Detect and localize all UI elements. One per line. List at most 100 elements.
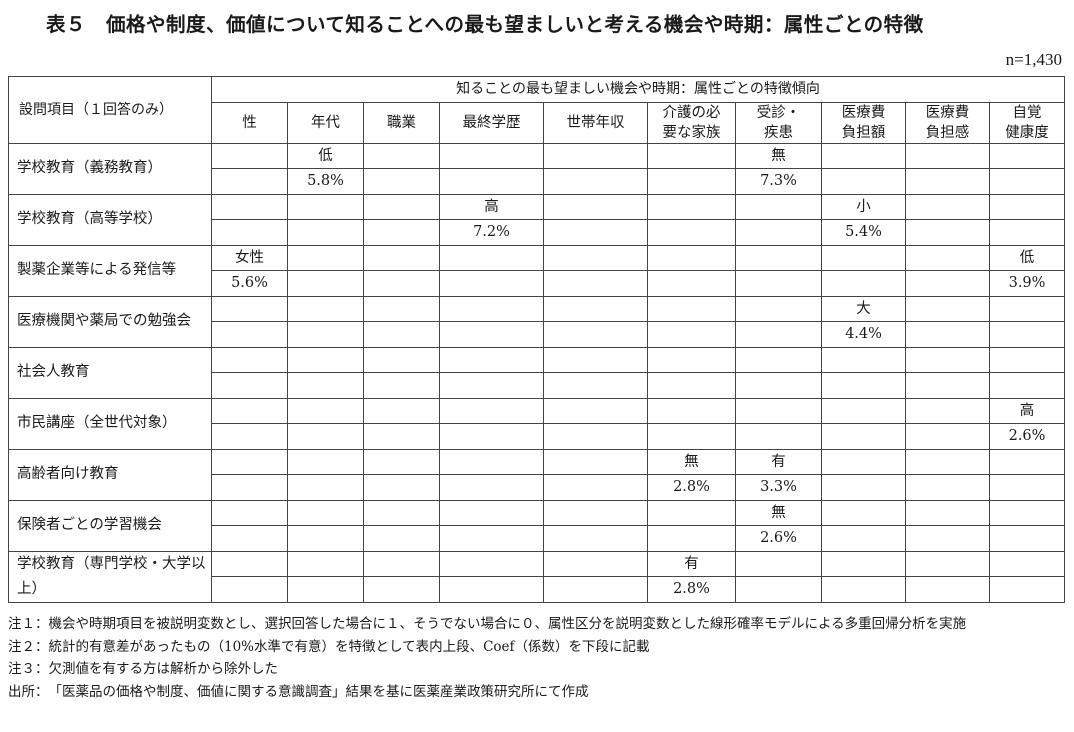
feature-cell xyxy=(821,448,906,475)
coef-cell xyxy=(439,525,544,552)
coef-cell xyxy=(821,372,906,399)
coef-cell xyxy=(287,270,364,297)
feature-cell xyxy=(988,142,1066,169)
feature-cell xyxy=(821,397,906,424)
coef-cell xyxy=(905,372,990,399)
coef-cell xyxy=(287,474,364,501)
feature-cell xyxy=(735,295,822,322)
feature-cell xyxy=(821,499,906,526)
feature-cell xyxy=(905,448,990,475)
feature-cell xyxy=(543,550,648,577)
feature-cell xyxy=(211,142,288,169)
feature-cell xyxy=(543,346,648,373)
feature-cell xyxy=(287,193,364,220)
column-header-line: 最終学歴 xyxy=(462,114,521,131)
table-row-bottom: 2.6% xyxy=(9,525,1066,552)
feature-cell xyxy=(287,448,364,475)
feature-cell xyxy=(439,499,544,526)
table-body: 学校教育（義務教育）低無 5.8% 7.3% 学校教育（高等学校）高小 7.2% 5.4%… xyxy=(8,142,1066,603)
item-label: 保険者ごとの学習機会 xyxy=(8,499,212,552)
feature-cell xyxy=(439,244,544,271)
note-label: 出所： xyxy=(8,683,49,700)
table-row-top: 社会人教育 xyxy=(8,346,1066,399)
feature-cell xyxy=(363,550,440,577)
feature-cell xyxy=(363,499,440,526)
column-header: 最終学歴 xyxy=(439,101,544,144)
feature-cell xyxy=(821,550,906,577)
coef-cell xyxy=(821,270,906,297)
feature-cell xyxy=(821,142,906,169)
note: 注３： 欠測値を有する方は解析から除外した xyxy=(8,658,1068,681)
coef-cell xyxy=(287,423,364,450)
coef-cell xyxy=(363,525,440,552)
feature-cell xyxy=(905,346,990,373)
table-row-top: 医療機関や薬局での勉強会 大 xyxy=(8,295,1066,348)
feature-cell xyxy=(287,550,364,577)
coef-cell xyxy=(363,168,440,195)
feature-cell: 無 xyxy=(735,142,822,169)
coef-cell xyxy=(988,525,1066,552)
coef-cell xyxy=(543,474,648,501)
coef-cell xyxy=(647,423,736,450)
note-text: 機会や時期項目を被説明変数とし、選択回答した場合に１、そうでない場合に０、属性区… xyxy=(48,616,967,632)
table-caption: 知ることの最も望ましい機会や時期：属性ごとの特徴傾向 xyxy=(210,76,1066,103)
feature-cell xyxy=(287,244,364,271)
coef-cell xyxy=(211,423,288,450)
column-header: 職業 xyxy=(363,101,440,144)
coef-cell: 5.6% xyxy=(211,270,288,297)
coef-cell xyxy=(363,321,440,348)
coef-cell xyxy=(211,219,288,246)
table-row-bottom: 2.8% 3.3% xyxy=(9,474,1066,501)
feature-cell xyxy=(905,244,990,271)
feature-cell xyxy=(363,448,440,475)
coef-cell xyxy=(439,270,544,297)
coef-cell xyxy=(439,474,544,501)
note-label: 注２： xyxy=(8,638,49,655)
feature-cell xyxy=(821,346,906,373)
feature-cell xyxy=(363,142,440,169)
feature-cell xyxy=(363,244,440,271)
coef-cell xyxy=(287,576,364,603)
feature-cell xyxy=(439,295,544,322)
table-title: 表５ 価格や制度、価値について知ることへの最も望ましいと考える機会や時期：属性ご… xyxy=(46,13,924,36)
column-header-line: 疾患 xyxy=(764,124,793,141)
feature-cell xyxy=(988,295,1066,322)
table-row-top: 高齢者向け教育 無有 xyxy=(8,448,1066,501)
feature-cell: 有 xyxy=(647,550,736,577)
coef-cell: 2.8% xyxy=(647,576,736,603)
coef-cell: 3.9% xyxy=(988,270,1066,297)
table-row-bottom: 4.4% xyxy=(9,321,1066,348)
item-label: 学校教育（高等学校） xyxy=(8,193,212,246)
feature-cell xyxy=(821,244,906,271)
feature-cell xyxy=(735,346,822,373)
coef-cell: 2.6% xyxy=(988,423,1066,450)
table-row-top: 製薬企業等による発信等 女性 低 xyxy=(8,244,1066,297)
item-label: 社会人教育 xyxy=(8,346,212,399)
feature-cell: 女性 xyxy=(211,244,288,271)
feature-cell xyxy=(363,346,440,373)
coef-cell xyxy=(821,474,906,501)
coef-cell xyxy=(287,372,364,399)
column-header-line: 医療費 xyxy=(925,104,970,121)
table-row-bottom xyxy=(9,372,1066,399)
feature-cell xyxy=(287,499,364,526)
note: 注２： 統計的有意差があったもの（10%水準で有意）を特徴として表内上段、Coef… xyxy=(8,636,1068,659)
coef-cell: 5.8% xyxy=(287,168,364,195)
coef-cell xyxy=(905,219,990,246)
feature-cell xyxy=(287,397,364,424)
note: 注１： 機会や時期項目を被説明変数とし、選択回答した場合に１、そうでない場合に０、… xyxy=(8,613,1068,636)
coef-cell xyxy=(905,321,990,348)
coef-cell xyxy=(363,270,440,297)
coef-cell xyxy=(543,321,648,348)
coef-cell xyxy=(905,474,990,501)
feature-cell xyxy=(647,193,736,220)
coef-cell: 2.8% xyxy=(647,474,736,501)
feature-cell xyxy=(543,499,648,526)
column-header: 受診・ 疾患 xyxy=(735,101,822,144)
coef-cell xyxy=(439,168,544,195)
feature-cell xyxy=(439,397,544,424)
feature-cell xyxy=(647,346,736,373)
coef-cell xyxy=(647,168,736,195)
coef-cell xyxy=(211,474,288,501)
coef-cell xyxy=(211,321,288,348)
